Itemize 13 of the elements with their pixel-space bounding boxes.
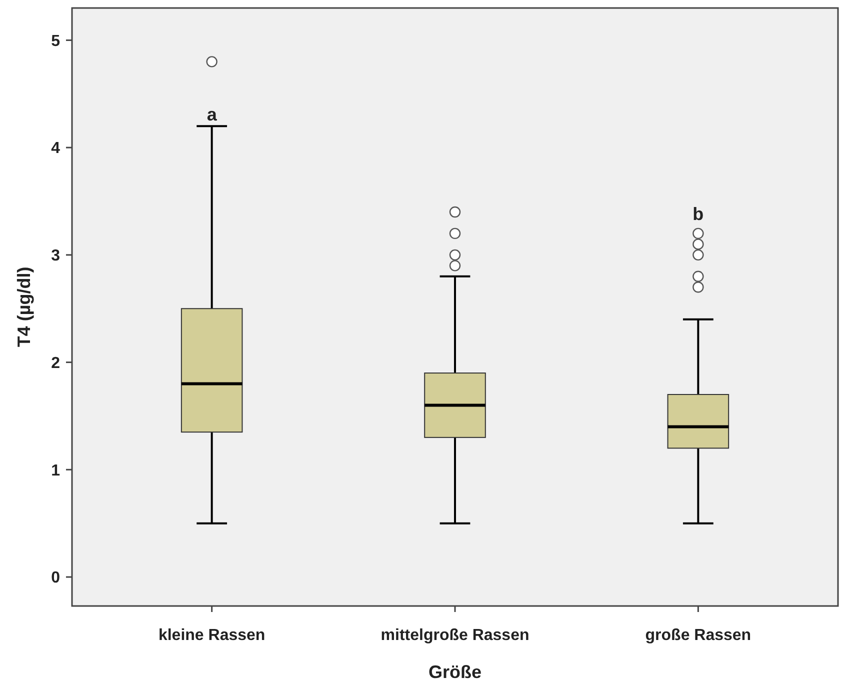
y-axis-title: T4 (µg/dl) (14, 266, 34, 348)
x-tick-label: mittelgroße Rassen (380, 627, 530, 644)
x-tick-label: große Rassen (645, 627, 752, 644)
y-tick-label: 3 (51, 248, 60, 265)
annotation: b (692, 204, 704, 224)
y-tick-label: 1 (51, 462, 60, 480)
y-tick-label: 4 (51, 140, 60, 158)
x-axis-title: Größe (428, 662, 482, 682)
x-tick-label: kleine Rassen (158, 627, 266, 644)
y-tick-label: 2 (51, 354, 60, 372)
annotation: a (206, 104, 218, 124)
y-tick-label: 0 (51, 570, 60, 587)
y-tick-label: 5 (51, 32, 60, 50)
